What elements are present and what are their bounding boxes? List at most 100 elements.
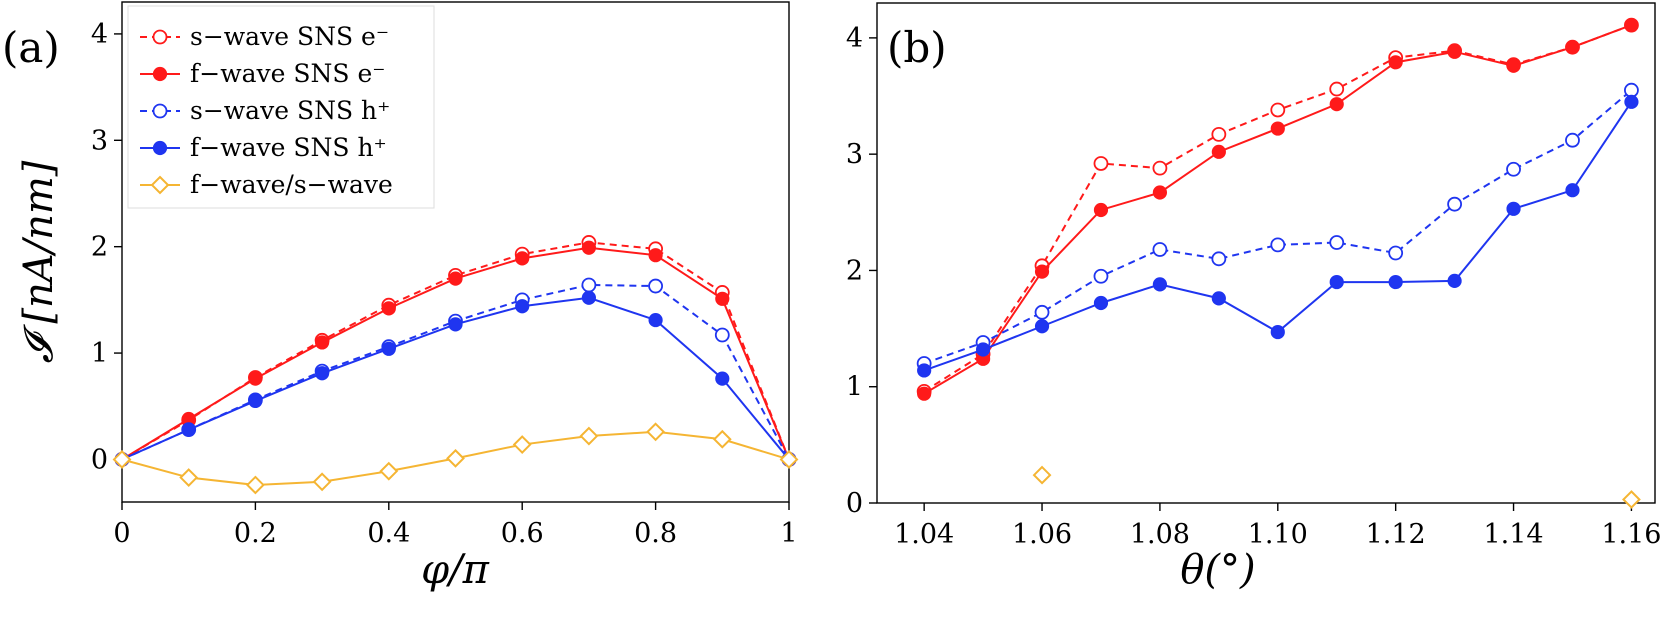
legend-entry-1-marker — [152, 66, 168, 82]
panel-b-series-3-point-1 — [975, 342, 991, 357]
panel-a-ytick-label-3: 3 — [91, 125, 108, 156]
panel-a-series-4-point-5 — [446, 448, 465, 468]
panel-b-series-1-point-11 — [1565, 40, 1580, 55]
panel-a-series-2-line — [121, 283, 790, 461]
panel-a-series-3-point-3 — [315, 366, 330, 381]
legend-entry-3-marker — [152, 140, 168, 156]
panel-b-series-0-point-3 — [1093, 156, 1109, 171]
panel-b-series-1-point-10 — [1506, 58, 1521, 73]
panel-b-series-0-point-7 — [1329, 81, 1345, 97]
panel-b-series-2-point-9 — [1447, 196, 1463, 212]
panel-b-series-2-point-8 — [1388, 245, 1404, 261]
legend-entry-2: s−wave SNS h⁺ — [140, 96, 390, 125]
panel-a-series-3-point-9 — [715, 371, 730, 386]
panel-a-chart: 0 0.2 0.4 0.6 0.8 1 0 1 2 3 4 (a) φ/π 𝓘 [nA/nm] s−… — [2, 1, 799, 593]
panel-b-series-3-point-7 — [1329, 274, 1344, 290]
panel-b-ticks: 1.04 1.06 1.08 1.10 1.12 1.14 1.16 0 1 2 3 4 — [846, 23, 1662, 550]
panel-b-frame — [876, 2, 1656, 504]
panel-a-ytick-label-1: 1 — [91, 338, 108, 369]
panel-b-ytick-label-2: 2 — [846, 255, 863, 286]
panel-b-xlabel: θ(°) — [1180, 547, 1255, 593]
panel-a-series-3-point-6 — [515, 299, 530, 314]
panel-b-series-0-point-4 — [1152, 160, 1168, 176]
panel-b-series-3-point-12 — [1624, 94, 1639, 109]
panel-b-series-1-point-9 — [1447, 44, 1462, 59]
panel-a-series-3-point-7 — [581, 290, 597, 305]
panel-a-series-2-point-7 — [581, 277, 597, 293]
panel-a-series-3-point-4 — [381, 341, 396, 356]
panel-a-series-0 — [114, 235, 797, 467]
panel-b-xtick-label-0: 1.04 — [894, 519, 954, 550]
panel-b-series-3-point-6 — [1270, 324, 1285, 340]
panel-b-series-2-point-4 — [1152, 242, 1168, 257]
panel-a-series-4-point-2 — [245, 475, 265, 495]
panel-a-series-1-point-7 — [581, 240, 597, 255]
panel-a-series-4-point-6 — [512, 435, 532, 454]
panel-b-chart: 1.04 1.06 1.08 1.10 1.12 1.14 1.16 0 1 2 3 4 (b) θ(… — [846, 2, 1662, 593]
panel-b-series-2-point-10 — [1506, 161, 1521, 177]
panel-b-series-1-point-12 — [1624, 17, 1639, 33]
panel-b-series-3-point-5 — [1211, 291, 1226, 306]
panel-a-series-2-point-9 — [714, 327, 730, 343]
panel-b-series-0-point-5 — [1211, 126, 1227, 142]
panel-a-series-1-point-9 — [715, 291, 730, 306]
panel-b-series-2-point-5 — [1211, 251, 1227, 267]
legend-entries: s−wave SNS e⁻ f−wave SNS e⁻ s−wave SNS h⁺ f… — [140, 22, 393, 199]
panel-b-series-3-point-2 — [1034, 319, 1050, 334]
panel-b-series-1-point-5 — [1211, 144, 1226, 159]
panel-b-series-4-point-0 — [1032, 465, 1052, 485]
panel-a-series-4-point-7 — [579, 426, 599, 446]
panel-a-series-4-point-4 — [379, 461, 399, 481]
panel-b-series-4 — [1032, 465, 1641, 509]
legend: s−wave SNS e⁻ f−wave SNS e⁻ s−wave SNS h⁺ f… — [127, 5, 435, 209]
legend-entry-4-marker — [150, 175, 170, 195]
panel-b-xtick-label-5: 1.14 — [1483, 519, 1543, 550]
panel-b-series-3-point-0 — [917, 363, 932, 378]
panel-b-series-2-point-7 — [1329, 235, 1345, 250]
panel-a-series-1-point-3 — [315, 335, 330, 350]
panel-a-xtick-label-1: 0.2 — [234, 518, 277, 549]
panel-b-series-1-point-2 — [1034, 264, 1050, 279]
panel-a-series-0-line — [121, 241, 790, 461]
panel-a-series-4-point-1 — [179, 468, 199, 487]
panel-a-series — [112, 235, 799, 495]
panel-b-series-3-point-9 — [1447, 273, 1462, 289]
panel-b-series-0-point-6 — [1270, 102, 1286, 118]
legend-entry-1-label: f−wave SNS e⁻ — [190, 59, 385, 88]
panel-a-label: (a) — [2, 23, 60, 72]
panel-b-series-2-point-11 — [1565, 132, 1580, 148]
panel-b-series-1 — [917, 17, 1639, 401]
panel-a-ytick-label-2: 2 — [91, 232, 108, 263]
legend-entry-4-label: f−wave/s−wave — [190, 170, 393, 199]
panel-b-label: (b) — [887, 23, 947, 72]
legend-box — [127, 5, 435, 209]
panel-a-xtick-label-2: 0.4 — [367, 518, 410, 549]
panel-b-series-1-point-7 — [1329, 97, 1344, 112]
panel-b-series — [916, 17, 1641, 509]
panel-a-series-1-point-4 — [381, 301, 396, 316]
panel-b-series-2-point-6 — [1270, 237, 1286, 253]
panel-b-ytick-label-0: 0 — [846, 488, 863, 519]
panel-a-series-1-point-6 — [515, 251, 530, 266]
panel-a-xtick-label-5: 1 — [780, 518, 797, 549]
panel-b-ytick-label-3: 3 — [846, 139, 863, 170]
panel-b-series-3-point-3 — [1093, 295, 1109, 311]
panel-a-frame — [121, 1, 790, 503]
panel-a-ytick-label-4: 4 — [91, 19, 108, 50]
panel-a-series-2 — [114, 277, 797, 467]
panel-b-series-1-point-3 — [1093, 202, 1109, 218]
panel-b-series-3-point-10 — [1506, 201, 1521, 216]
panel-b-series-2-point-3 — [1093, 268, 1109, 284]
legend-entry-2-marker — [152, 103, 168, 119]
panel-a-series-1-point-5 — [448, 271, 463, 286]
panel-b-series-3-point-4 — [1152, 277, 1168, 292]
panel-a-series-3-point-8 — [648, 312, 663, 328]
panel-b-series-1-point-8 — [1388, 55, 1403, 70]
panel-a-series-2-point-8 — [648, 278, 663, 294]
legend-entry-0-label: s−wave SNS e⁻ — [190, 22, 389, 51]
panel-a-series-4 — [112, 422, 799, 495]
panel-b-xtick-label-2: 1.08 — [1130, 519, 1190, 550]
panel-b-series-0 — [916, 17, 1639, 399]
legend-entry-3-label: f−wave SNS h⁺ — [190, 133, 387, 162]
